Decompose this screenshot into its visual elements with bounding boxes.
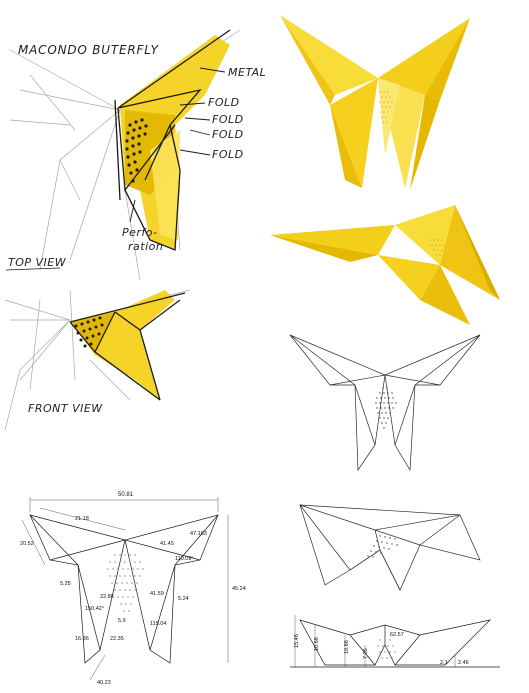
dimension-top-view: 50.81 21.18 20.52 5.25 150.42° 16.86 22.… bbox=[20, 492, 246, 686]
dim-front-h1: 15.46 bbox=[294, 634, 300, 648]
dim-front-h4: 7.35 bbox=[363, 648, 369, 659]
dim-front-h6: 2.1 bbox=[440, 660, 448, 666]
dim-inner-b: 22.35 bbox=[110, 636, 124, 642]
label-fold-3: FOLD bbox=[212, 128, 244, 141]
dim-center-a: 22.86 bbox=[100, 594, 114, 600]
dim-top-edge: 21.18 bbox=[75, 516, 89, 522]
label-fold-4: FOLD bbox=[212, 148, 244, 161]
dim-right-c: 110.09° bbox=[175, 556, 194, 562]
dim-bottom: 40.23 bbox=[97, 680, 111, 686]
label-fold-1: FOLD bbox=[208, 96, 240, 109]
dim-right-mid: 41.45 bbox=[160, 541, 174, 547]
dim-height: 45.24 bbox=[232, 586, 246, 592]
render-top-view bbox=[280, 15, 470, 190]
dimension-front-view: 15.46 10.66 10.66 7.35 62.57 2.1 2.46 bbox=[290, 615, 500, 668]
dim-front-h3: 10.66 bbox=[344, 640, 350, 654]
dim-total-width: 50.81 bbox=[118, 492, 134, 498]
label-front-view: FRONT VIEW bbox=[28, 402, 103, 415]
label-perforation-2: ration bbox=[128, 240, 163, 253]
dim-left-edge: 20.52 bbox=[20, 541, 34, 547]
dim-right-d: 5.24 bbox=[178, 596, 189, 602]
linework-top-view bbox=[289, 334, 481, 472]
dim-inner-a: 16.86 bbox=[75, 636, 89, 642]
sketch-top-view: MACONDO BUTERFLY METAL FOLD FOLD FOLD FO… bbox=[5, 29, 266, 281]
label-fold-2: FOLD bbox=[212, 113, 244, 126]
label-metal: METAL bbox=[228, 66, 266, 79]
dim-right-e: 41.59 bbox=[150, 591, 164, 597]
render-perspective-view bbox=[270, 205, 500, 325]
label-top-view: TOP VIEW bbox=[8, 256, 67, 269]
dim-center-b: 5.9 bbox=[118, 618, 126, 624]
dim-front-h2: 10.66 bbox=[314, 637, 320, 651]
dim-front-h5: 62.57 bbox=[390, 632, 404, 638]
dim-right-f: 115.04 bbox=[150, 621, 166, 627]
linework-perspective-view bbox=[299, 504, 481, 591]
dim-inner-diag: 150.42° bbox=[85, 606, 104, 612]
dim-front-h7: 2.46 bbox=[458, 660, 469, 666]
sketch-title: MACONDO BUTERFLY bbox=[18, 43, 160, 57]
sketch-front-view: FRONT VIEW bbox=[4, 289, 191, 431]
dim-wing-small: 5.25 bbox=[60, 581, 71, 587]
label-perforation-1: Perfo- bbox=[122, 226, 158, 239]
dim-right-top: 47.163 bbox=[190, 531, 207, 537]
